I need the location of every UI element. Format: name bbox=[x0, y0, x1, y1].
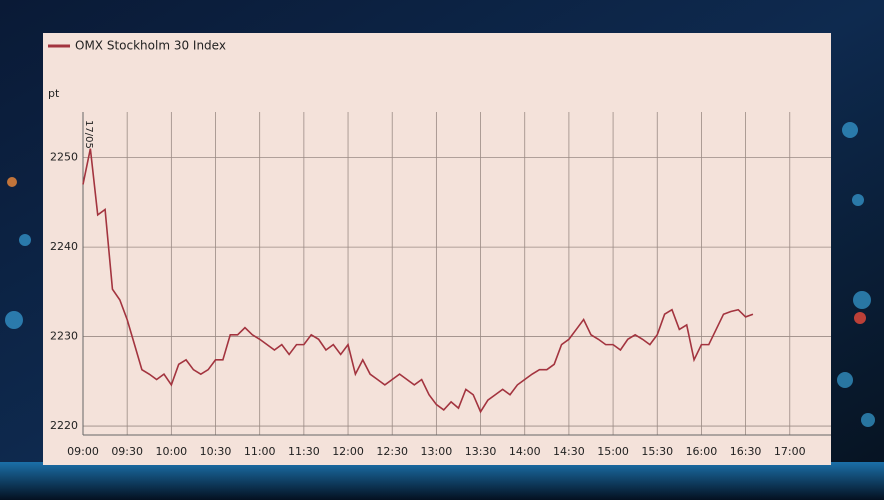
y-tick-label: 2230 bbox=[50, 330, 78, 343]
y-tick-label: 2250 bbox=[50, 151, 78, 164]
legend-label: OMX Stockholm 30 Index bbox=[75, 39, 226, 53]
y-axis-label: pt bbox=[48, 87, 60, 100]
x-tick-label: 11:30 bbox=[288, 445, 320, 458]
bokeh-red bbox=[854, 312, 866, 324]
x-tick-label: 10:00 bbox=[155, 445, 187, 458]
x-tick-label: 12:00 bbox=[332, 445, 364, 458]
x-tick-label: 16:30 bbox=[730, 445, 762, 458]
y-tick-label: 2240 bbox=[50, 240, 78, 253]
x-tick-label: 13:30 bbox=[465, 445, 497, 458]
bokeh bbox=[5, 122, 875, 427]
x-tick-label: 11:00 bbox=[244, 445, 276, 458]
x-tick-label: 12:30 bbox=[376, 445, 408, 458]
x-tick-label: 17:00 bbox=[774, 445, 806, 458]
x-tick-label: 15:00 bbox=[597, 445, 629, 458]
chart-panel bbox=[43, 33, 831, 465]
date-annotation: 17/05 bbox=[83, 120, 94, 149]
bokeh-orange bbox=[7, 177, 17, 187]
x-tick-label: 15:30 bbox=[641, 445, 673, 458]
x-tick-label: 14:30 bbox=[553, 445, 585, 458]
x-tick-label: 09:00 bbox=[67, 445, 99, 458]
y-tick-label: 2220 bbox=[50, 419, 78, 432]
x-tick-label: 14:00 bbox=[509, 445, 541, 458]
x-tick-label: 10:30 bbox=[200, 445, 232, 458]
background-glow bbox=[0, 462, 884, 500]
x-tick-label: 09:30 bbox=[111, 445, 143, 458]
x-tick-label: 16:00 bbox=[686, 445, 718, 458]
series-line bbox=[82, 148, 754, 414]
x-tick-label: 13:00 bbox=[421, 445, 453, 458]
